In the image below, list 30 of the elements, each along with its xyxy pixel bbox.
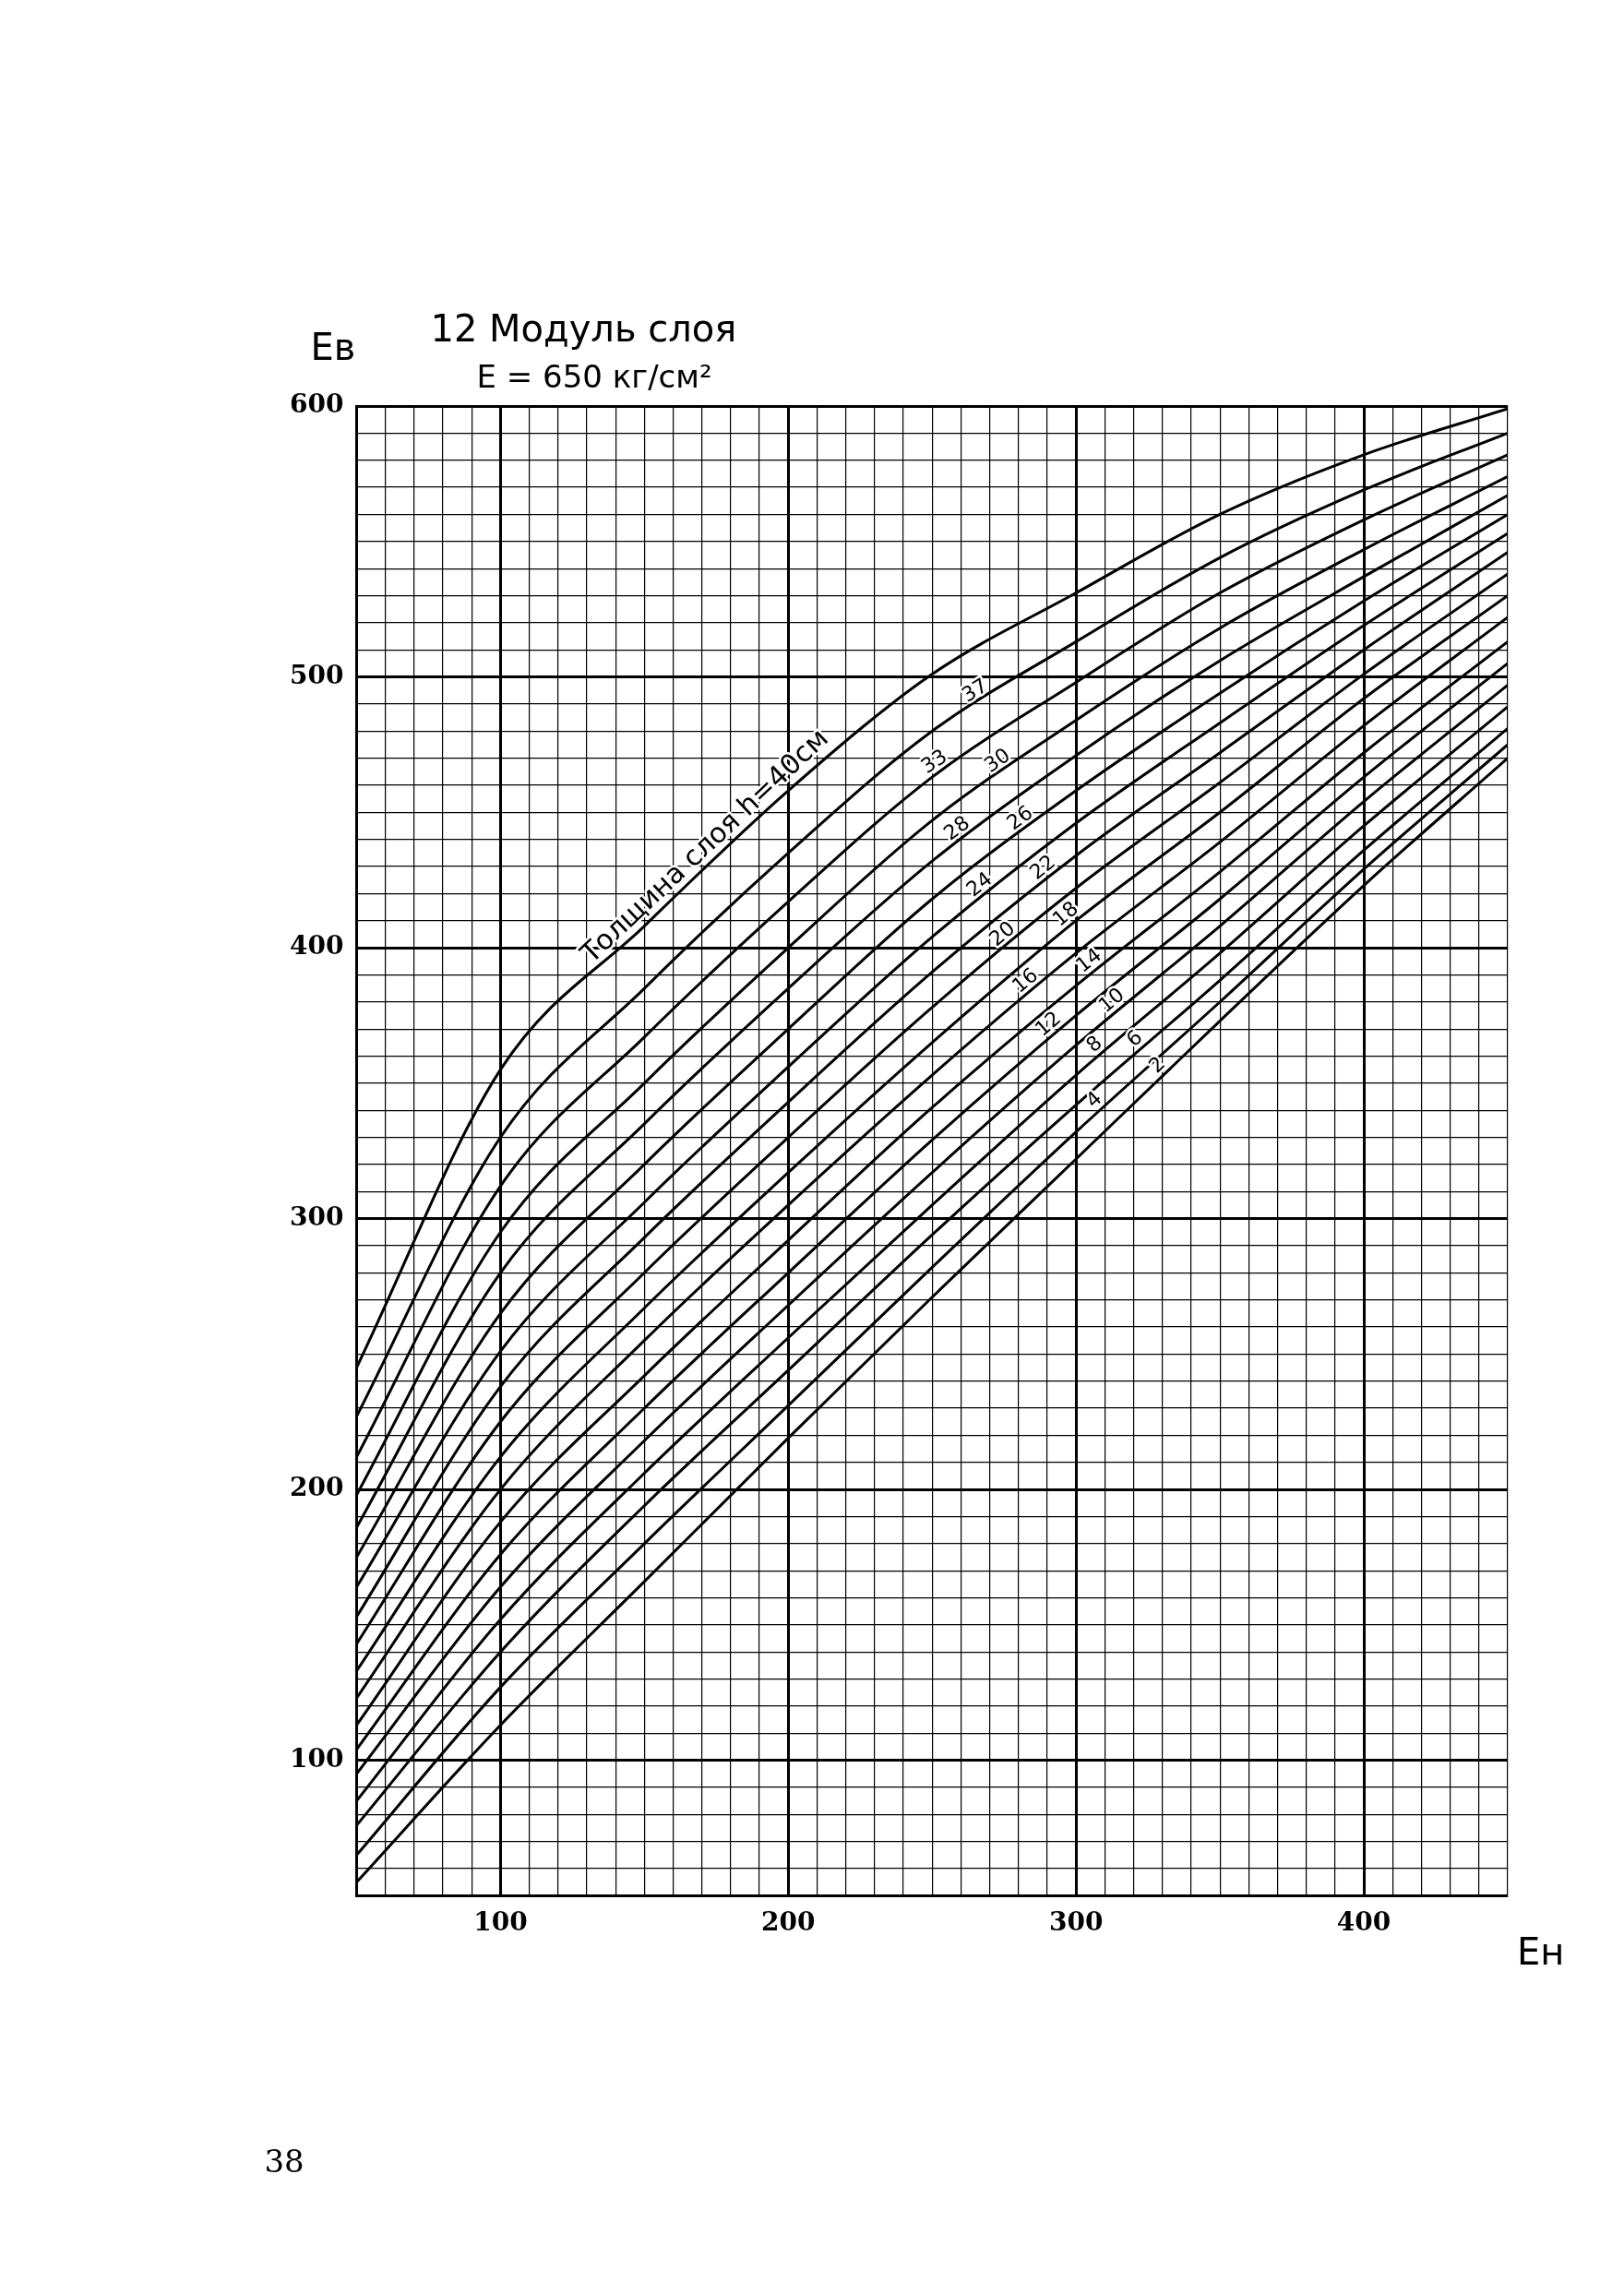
text: 28 (938, 810, 974, 845)
text: 12 (1030, 1006, 1066, 1041)
text: 6 (1121, 1024, 1147, 1052)
text: 38 (264, 2143, 304, 2180)
text: 14 (1070, 942, 1106, 977)
y-tick-label: 200 (289, 1472, 344, 1503)
x-tick-label: 300 (1048, 1906, 1104, 1938)
y-tick-label: 100 (289, 1742, 344, 1774)
y-tick-label: 600 (289, 388, 344, 420)
y-tick-label: 500 (289, 659, 344, 690)
text: 10 (1093, 983, 1129, 1018)
x-tick-label: 200 (761, 1906, 816, 1938)
text: 20 (985, 915, 1020, 951)
x-tick-label: 400 (1336, 1906, 1391, 1938)
x-tick-label: 100 (473, 1906, 528, 1938)
text: 26 (1002, 800, 1037, 835)
text: 2 (1143, 1051, 1170, 1078)
chart-title: 12 Модуль слоя (430, 307, 737, 350)
y-tick-label: 300 (289, 1201, 344, 1232)
chart-subtitle: E = 650 кг/см² (476, 358, 712, 395)
x-axis-title: Eн (1517, 1930, 1565, 1974)
text: 37 (957, 673, 992, 707)
y-axis-title: Eв (310, 326, 356, 368)
text: 16 (1007, 962, 1043, 998)
text: 4 (1081, 1086, 1106, 1113)
text: 22 (1024, 849, 1060, 884)
text: 8 (1081, 1030, 1106, 1057)
text: 30 (979, 743, 1015, 777)
y-tick-label: 400 (289, 930, 344, 962)
text: 24 (961, 866, 997, 902)
